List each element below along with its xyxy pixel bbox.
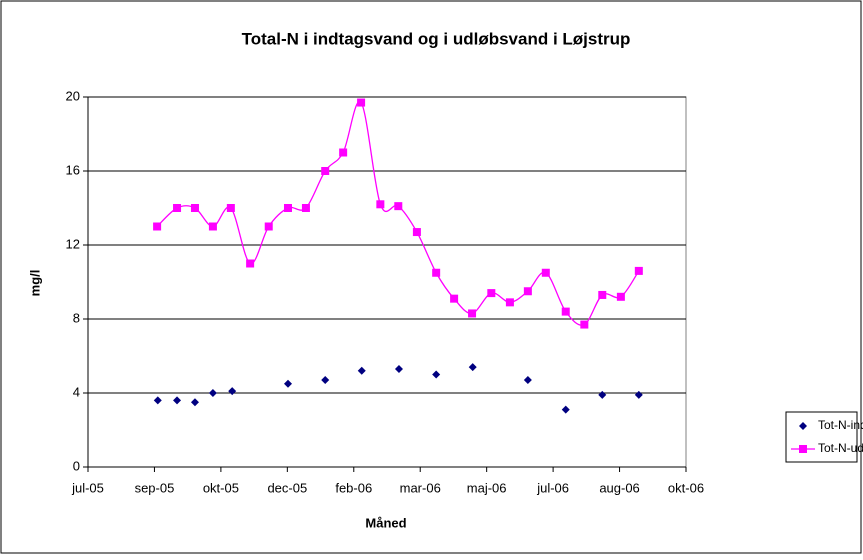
marker	[580, 320, 589, 329]
x-tick-label: okt-05	[203, 480, 239, 495]
marker	[468, 363, 477, 372]
marker	[634, 390, 643, 399]
marker	[394, 202, 403, 211]
marker	[228, 387, 237, 396]
x-tick-label: dec-05	[267, 480, 307, 495]
x-axis-label: Måned	[365, 515, 406, 530]
legend-label: Tot-N-ud	[818, 441, 863, 455]
x-tick-label: okt-06	[668, 480, 704, 495]
x-tick-label: maj-06	[467, 480, 507, 495]
marker	[357, 98, 366, 107]
y-tick-label: 20	[66, 88, 80, 103]
legend-box	[785, 411, 858, 463]
marker	[173, 396, 182, 405]
marker	[153, 222, 162, 231]
marker	[523, 287, 532, 296]
marker	[208, 222, 217, 231]
marker	[190, 398, 199, 407]
marker	[561, 307, 570, 316]
x-tick-label: sep-05	[135, 480, 175, 495]
legend-marker	[799, 445, 807, 453]
y-tick-label: 8	[73, 310, 80, 325]
marker	[541, 268, 550, 277]
legend-label: Tot-N-ind	[818, 418, 863, 432]
marker	[357, 366, 366, 375]
marker	[505, 298, 514, 307]
x-tick-label: mar-06	[400, 480, 441, 495]
marker	[321, 376, 330, 385]
x-tick-label: aug-06	[599, 480, 639, 495]
marker	[376, 200, 385, 209]
y-tick-label: 4	[73, 384, 80, 399]
marker	[432, 370, 441, 379]
marker	[190, 204, 199, 212]
marker	[301, 204, 310, 212]
marker	[208, 389, 217, 397]
marker	[561, 405, 570, 414]
marker	[412, 228, 421, 237]
marker	[598, 390, 607, 399]
x-tick-label: jul-06	[536, 480, 569, 495]
marker	[339, 148, 348, 157]
marker	[616, 292, 625, 301]
marker	[173, 204, 182, 212]
marker	[153, 396, 162, 405]
marker	[394, 364, 403, 373]
marker	[246, 259, 255, 268]
marker	[634, 266, 643, 275]
marker	[321, 167, 330, 175]
marker	[264, 222, 273, 231]
x-tick-label: feb-06	[335, 480, 372, 495]
marker	[450, 294, 459, 303]
x-tick-label: jul-05	[71, 480, 104, 495]
marker	[226, 204, 235, 212]
marker	[523, 376, 532, 385]
y-tick-label: 12	[66, 236, 80, 251]
marker	[283, 379, 292, 388]
marker	[468, 309, 477, 318]
y-tick-label: 0	[73, 458, 80, 473]
marker	[283, 204, 292, 212]
marker	[598, 290, 607, 299]
marker	[432, 268, 441, 277]
plot-area	[87, 96, 687, 468]
legend-marker	[799, 422, 807, 430]
y-tick-label: 16	[66, 162, 80, 177]
marker	[487, 289, 496, 298]
chart-title: Total-N i indtagsvand og i udløbsvand i …	[242, 29, 631, 48]
y-axis-label: mg/l	[27, 270, 42, 297]
